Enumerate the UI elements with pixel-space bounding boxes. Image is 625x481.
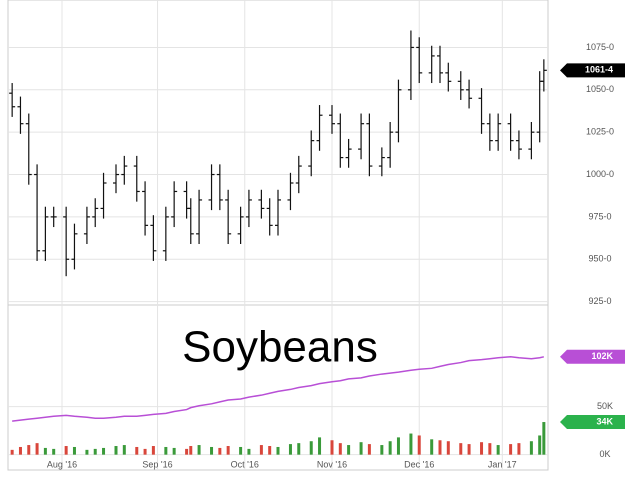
volume-bar bbox=[164, 446, 168, 455]
volume-bar bbox=[122, 445, 126, 455]
volume-bar bbox=[438, 440, 442, 455]
volume-bar bbox=[143, 448, 147, 455]
volume-bar bbox=[459, 443, 463, 455]
y2-tick-label: 50K bbox=[597, 401, 613, 411]
y-tick-label: 1000-0 bbox=[586, 169, 614, 179]
volume-bar bbox=[347, 445, 351, 455]
volume-bar bbox=[488, 443, 492, 455]
volume-bar bbox=[538, 435, 542, 455]
volume-bar bbox=[417, 435, 421, 455]
volume-bar bbox=[409, 433, 413, 455]
volume-bar bbox=[318, 437, 322, 455]
volume-bar bbox=[189, 446, 193, 455]
volume-bar bbox=[446, 441, 450, 455]
x-tick-label: Nov '16 bbox=[317, 459, 347, 469]
value-badge bbox=[560, 415, 625, 430]
volume-bar bbox=[102, 447, 106, 455]
volume-bar bbox=[85, 449, 89, 455]
volume-bar bbox=[185, 448, 189, 455]
volume-bar bbox=[239, 446, 243, 455]
open-interest-line bbox=[12, 356, 545, 422]
value-badge bbox=[560, 349, 625, 364]
volume-bar bbox=[480, 442, 484, 455]
volume-bar bbox=[27, 445, 31, 455]
volume-bar bbox=[35, 443, 39, 455]
volume-bar bbox=[309, 441, 313, 455]
volume-bar bbox=[430, 439, 434, 455]
y2-tick-label: 0K bbox=[599, 449, 610, 459]
volume-bar bbox=[380, 445, 384, 455]
y-tick-label: 925-0 bbox=[588, 296, 611, 306]
x-tick-label: Dec '16 bbox=[404, 459, 434, 469]
volume-bar bbox=[388, 441, 392, 455]
volume-bar bbox=[396, 437, 400, 455]
volume-bar bbox=[43, 447, 47, 455]
volume-bar bbox=[210, 446, 214, 455]
volume-bar bbox=[276, 446, 280, 455]
volume-bar bbox=[64, 446, 68, 455]
x-tick-label: Sep '16 bbox=[142, 459, 172, 469]
volume-bar bbox=[529, 441, 533, 455]
volume-bar bbox=[151, 446, 155, 455]
badge-label: 1061-4 bbox=[585, 65, 613, 75]
volume-bar bbox=[135, 446, 139, 455]
volume-bar bbox=[218, 447, 222, 455]
watermark: Soybeans bbox=[182, 323, 378, 372]
volume-bar bbox=[52, 448, 56, 455]
volume-bar bbox=[517, 443, 521, 455]
volume-bar bbox=[114, 446, 118, 455]
volume-bar bbox=[10, 449, 14, 455]
y-tick-label: 975-0 bbox=[588, 211, 611, 221]
volume-bar bbox=[72, 446, 76, 455]
badge-label: 34K bbox=[596, 416, 613, 426]
volume-bar bbox=[542, 422, 546, 455]
volume-bar bbox=[247, 448, 251, 455]
x-tick-label: Oct '16 bbox=[231, 459, 259, 469]
volume-bar bbox=[330, 440, 334, 455]
volume-bar bbox=[93, 448, 97, 455]
y-tick-label: 950-0 bbox=[588, 254, 611, 264]
volume-bar bbox=[496, 445, 500, 455]
volume-bar bbox=[259, 445, 263, 455]
volume-bar bbox=[226, 446, 230, 455]
value-badge bbox=[560, 63, 625, 78]
volume-bar bbox=[359, 442, 363, 455]
y-tick-label: 1025-0 bbox=[586, 127, 614, 137]
x-tick-label: Aug '16 bbox=[47, 459, 77, 469]
volume-bar bbox=[509, 444, 513, 455]
volume-bar bbox=[288, 444, 292, 455]
badge-label: 102K bbox=[591, 351, 613, 361]
volume-bar bbox=[367, 444, 371, 455]
y-tick-label: 1075-0 bbox=[586, 42, 614, 52]
x-tick-label: Jan '17 bbox=[488, 459, 517, 469]
plot-frame bbox=[7, 0, 549, 471]
y-tick-label: 1050-0 bbox=[586, 84, 614, 94]
volume-bar bbox=[172, 447, 176, 455]
volume-bar bbox=[268, 446, 272, 455]
volume-bar bbox=[338, 443, 342, 455]
volume-bar bbox=[297, 443, 301, 455]
volume-bar bbox=[18, 446, 22, 455]
volume-bar bbox=[197, 445, 201, 455]
volume-bar bbox=[467, 444, 471, 455]
